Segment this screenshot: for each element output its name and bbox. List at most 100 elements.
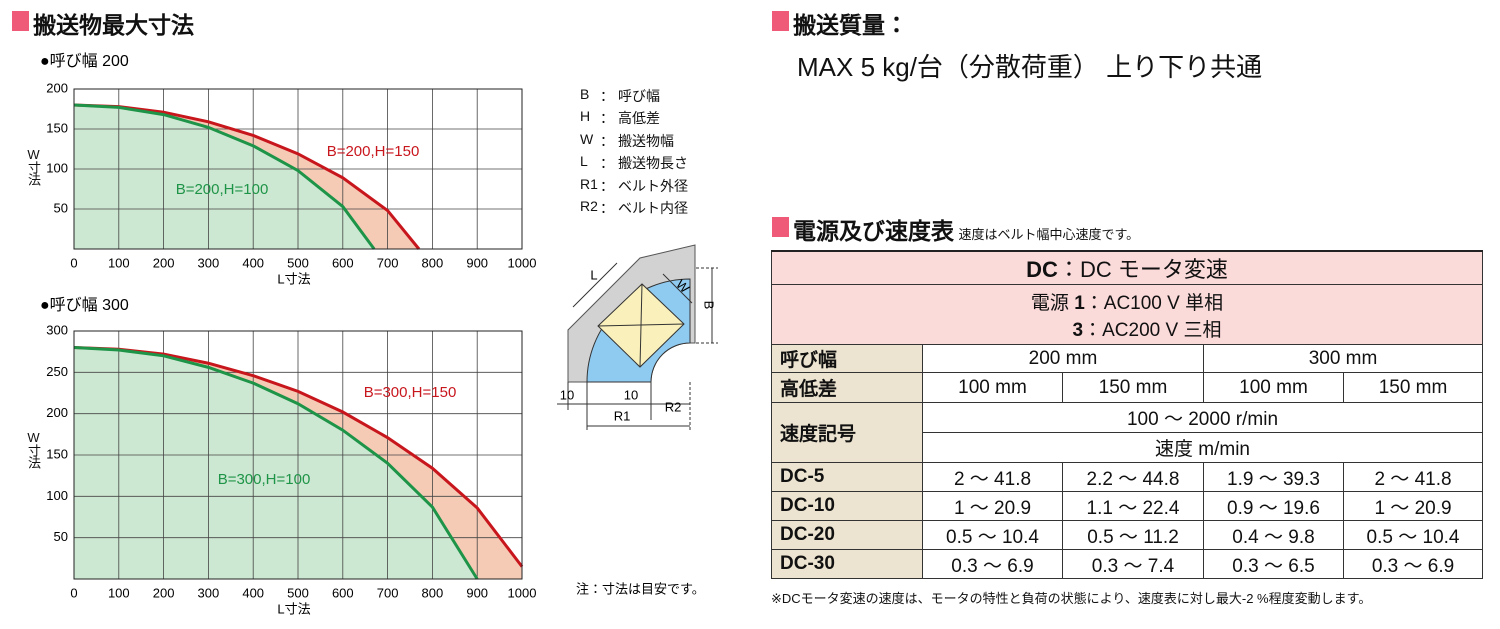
chart-title: ●呼び幅 300 [40, 296, 129, 314]
diagram-label: 10 [560, 387, 574, 402]
cell: 150 mm [1342, 372, 1484, 403]
x-tick-label: 200 [153, 255, 175, 270]
y-tick-label: 250 [46, 364, 68, 379]
symbol-text: ベルト外径 [618, 177, 688, 194]
power-text: ：AC100 V 単相 [1084, 292, 1224, 314]
symbol-key: B [580, 86, 590, 102]
symbol-separator: ： [600, 110, 614, 127]
x-tick-label: 400 [242, 255, 264, 270]
section-title: 搬送物最大寸法 [33, 12, 194, 38]
x-tick-label: 700 [377, 585, 399, 600]
series-label: B=300,H=100 [218, 471, 311, 488]
curve-diagram: L W B 10 10 R1 R2 [557, 244, 718, 430]
power-line: 3：AC200 V 三相 [773, 315, 1482, 342]
row-label: 速度記号 [771, 402, 923, 463]
cell: 1.9 ～ 39.3 [1203, 462, 1344, 492]
cell: 0.5 ～ 10.4 [922, 520, 1063, 550]
power-code: 3 [1072, 319, 1084, 341]
series-label: B=200,H=150 [327, 143, 420, 160]
symbol-text: 高低差 [618, 110, 660, 127]
symbol-text: 呼び幅 [618, 88, 660, 104]
cell: 0.4 ～ 9.8 [1203, 520, 1344, 550]
dimension-line [662, 273, 693, 304]
table-row: DC-30 0.3 ～ 6.9 0.3 ～ 7.4 0.3 ～ 6.5 0.3 ～ 6.… [771, 549, 1484, 579]
diagram-label: R2 [665, 399, 682, 414]
symbol-key: R1 [580, 175, 598, 192]
y-tick-label: 200 [46, 405, 68, 420]
cell: 0.3 ～ 6.9 [922, 549, 1063, 579]
y-tick-label: 100 [46, 488, 68, 503]
diagram-label: L [590, 267, 597, 282]
series-line [73, 346, 479, 580]
x-tick-label: 500 [287, 585, 309, 600]
x-tick-label: 800 [422, 255, 444, 270]
x-tick-label: 800 [422, 585, 444, 600]
cell: 1 ～ 20.9 [1342, 491, 1484, 521]
series-label: B=300,H=150 [364, 384, 457, 401]
diagram-label: B [702, 301, 717, 310]
x-tick-label: 600 [332, 585, 354, 600]
cell: 0.3 ～ 6.5 [1203, 549, 1344, 579]
note: 注：寸法は目安です。 [576, 581, 705, 596]
symbol-separator: ： [600, 155, 614, 172]
table-row: DC-5 2 ～ 41.8 2.2 ～ 44.8 1.9 ～ 39.3 2 ～ 41.8 [771, 462, 1484, 492]
x-tick-label: 100 [108, 255, 130, 270]
y-tick-label: 150 [46, 120, 68, 135]
table-row: DC-10 1 ～ 20.9 1.1 ～ 22.4 0.9 ～ 19.6 1 ～ 20.… [771, 491, 1484, 521]
row-label: DC-5 [771, 462, 923, 492]
cell: 2 ～ 41.8 [1342, 462, 1484, 492]
cell: 200 mm [922, 344, 1204, 373]
x-tick-label: 300 [198, 255, 220, 270]
symbol-separator: ： [600, 200, 614, 216]
symbol-text: 搬送物幅 [618, 132, 674, 149]
y-tick-label: 100 [46, 160, 68, 175]
x-tick-label: 900 [466, 255, 488, 270]
series-line [73, 103, 376, 250]
series-label: B=200,H=100 [176, 181, 269, 198]
diagram-label: 10 [624, 387, 638, 402]
footnote: ※DCモータ変速の速度は、モータの特性と負荷の状態により、速度表に対し最大-2 … [771, 591, 1372, 606]
symbol-separator: ： [600, 177, 614, 194]
section-title: 電源及び速度表 [793, 218, 954, 244]
symbol-separator: ： [600, 88, 614, 104]
dimension-line [572, 262, 618, 308]
x-tick-label: 100 [108, 585, 130, 600]
x-tick-label: 300 [198, 585, 220, 600]
cell: 100 ～ 2000 r/min [921, 402, 1484, 433]
x-tick-label: 1000 [508, 585, 537, 600]
load-diagonal [639, 283, 643, 368]
x-tick-label: 0 [70, 585, 77, 600]
motor-code: DC [1026, 257, 1058, 282]
cell: 100 mm [1203, 372, 1344, 403]
row-label: DC-30 [771, 549, 923, 579]
cell: 速度 m/min [921, 432, 1484, 463]
cell: 1.1 ～ 22.4 [1062, 491, 1204, 521]
plot-frame [73, 330, 523, 580]
x-tick-label: 0 [70, 255, 77, 270]
x-axis-label: L寸法 [277, 271, 310, 286]
power-label: 電源 [1030, 292, 1069, 314]
symbol-separator: ： [600, 132, 614, 149]
motor-text: ：DC モータ変速 [1057, 257, 1228, 282]
row-label: 呼び幅 [771, 344, 923, 373]
x-tick-label: 400 [242, 585, 264, 600]
plot-frame [73, 88, 523, 250]
header-marker [12, 11, 29, 31]
cell: 100 mm [922, 372, 1063, 403]
payload-text: MAX 5 kg/台（分散荷重） 上り下り共通 [797, 52, 1263, 82]
y-axis-label: W寸法 [26, 430, 41, 468]
x-tick-label: 200 [153, 585, 175, 600]
motor-cell: DC：DC モータ変速 [770, 250, 1484, 285]
symbol-key: W [580, 130, 594, 147]
x-tick-label: 900 [466, 585, 488, 600]
y-tick-label: 300 [46, 322, 68, 337]
symbol-key: H [580, 108, 591, 125]
cell: 0.9 ～ 19.6 [1203, 491, 1344, 521]
area [74, 105, 375, 249]
table-row: DC-20 0.5 ～ 10.4 0.5 ～ 11.2 0.4 ～ 9.8 0.5 ～ … [771, 520, 1484, 550]
row-label: DC-10 [771, 491, 923, 521]
symbol-key: R2 [580, 198, 598, 214]
x-axis-label: L寸法 [277, 601, 310, 616]
x-tick-label: 1000 [508, 255, 537, 270]
